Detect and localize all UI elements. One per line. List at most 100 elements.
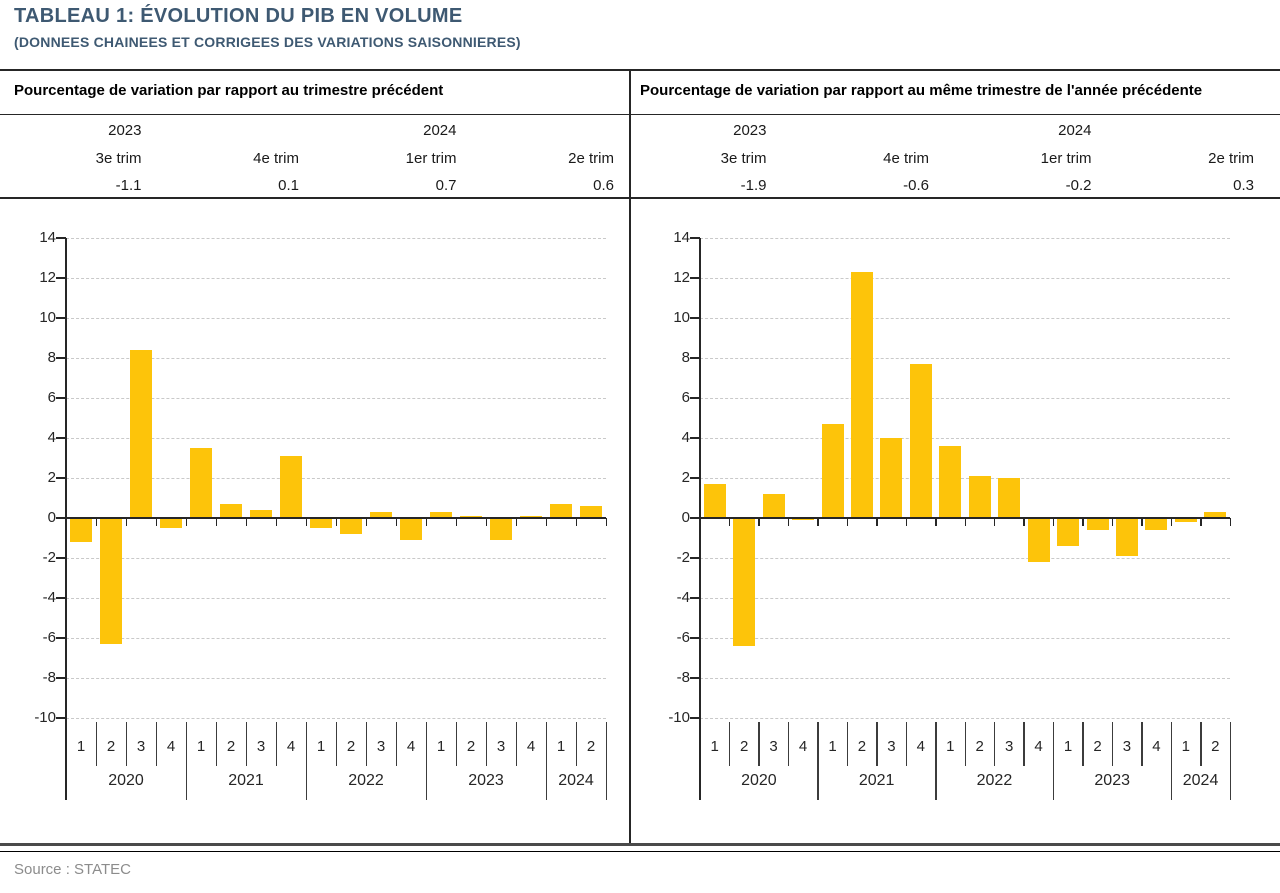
year-separator [425, 722, 427, 800]
y-axis-label: -10 [34, 709, 56, 726]
x-boundary-tick [545, 518, 547, 526]
quarter-label: 4 [1152, 738, 1161, 755]
y-axis-label: 12 [673, 269, 690, 286]
year-label: 2021 [228, 772, 264, 789]
value-cell: 0.3 [1233, 177, 1254, 194]
quarter-label: 1 [1063, 738, 1073, 755]
bar [733, 518, 756, 646]
x-boundary-tick [964, 518, 966, 526]
year-label: 2024 [1182, 772, 1219, 789]
bar [1145, 518, 1168, 530]
x-boundary-tick [758, 518, 760, 526]
y-gridline [700, 278, 1230, 279]
x-boundary-tick [699, 518, 701, 526]
quarter-separator [905, 722, 908, 766]
quarter-separator [125, 722, 127, 766]
quarter-label: 4 [526, 738, 536, 755]
quarter-separator [876, 722, 878, 766]
bottom-rule-thin [0, 851, 1280, 852]
panel-divider-line [629, 69, 631, 845]
y-gridline [700, 478, 1230, 479]
x-boundary-tick [335, 518, 337, 526]
quarter-label: 4 [166, 738, 176, 755]
y-axis-label: -4 [676, 589, 690, 606]
quarter-label: 2 [1093, 738, 1102, 755]
y-gridline [66, 598, 606, 599]
x-boundary-tick [395, 518, 397, 526]
y-axis-label: -10 [668, 709, 690, 726]
y-axis-tick [56, 357, 66, 359]
y-gridline [66, 318, 606, 319]
x-boundary-tick [365, 518, 367, 526]
quarter-cell: 2e trim [568, 150, 614, 167]
quarter-separator [787, 722, 790, 766]
y-axis-label: -6 [42, 629, 56, 646]
quarter-separator [1082, 722, 1084, 766]
x-boundary-tick [1141, 518, 1143, 526]
y-axis-label: -2 [676, 549, 690, 566]
quarter-label: 2 [857, 738, 867, 755]
quarter-label: 3 [376, 738, 386, 755]
bar [310, 518, 332, 528]
x-boundary-tick [155, 518, 157, 526]
y-axis-label: 14 [39, 229, 56, 246]
year-label: 2023 [468, 772, 504, 789]
y-axis-tick [690, 717, 700, 719]
year-cell [158, 118, 316, 144]
y-gridline [66, 478, 606, 479]
y-gridline [700, 358, 1230, 359]
bar [70, 518, 92, 542]
year-label: 2022 [976, 772, 1013, 789]
y-gridline [700, 638, 1230, 639]
x-boundary-tick [1200, 518, 1202, 526]
y-gridline [66, 438, 606, 439]
y-axis-tick [690, 677, 700, 679]
y-gridline [66, 278, 606, 279]
y-axis-label: 4 [47, 429, 56, 446]
source-label: Source : STATEC [14, 861, 131, 878]
quarter-label: 1 [196, 738, 206, 755]
quarter-separator [758, 722, 760, 766]
x-boundary-tick [1229, 518, 1231, 526]
quarter-separator [1111, 722, 1114, 766]
quarter-separator [728, 722, 731, 766]
bar [280, 456, 302, 518]
y-gridline [700, 718, 1230, 719]
x-boundary-tick [787, 518, 790, 526]
y-gridline [700, 398, 1230, 399]
y-axis-label: 12 [39, 269, 56, 286]
quarter-separator [365, 722, 367, 766]
year-separator [1052, 722, 1055, 800]
quarter-separator [1141, 722, 1143, 766]
year-separator [817, 722, 819, 800]
bar [998, 478, 1021, 518]
y-axis-tick [690, 477, 700, 479]
quarter-cell: 3e trim [720, 150, 767, 167]
quarter-separator [1200, 722, 1202, 766]
bar [1057, 518, 1080, 546]
y-axis-tick [56, 717, 66, 719]
bar [190, 448, 212, 518]
y-axis-label: -2 [42, 549, 56, 566]
year-separator [605, 722, 607, 800]
y-axis-label: -4 [42, 589, 56, 606]
y-gridline [700, 438, 1230, 439]
value-cell: -1.9 [740, 177, 767, 194]
y-axis-tick [690, 437, 700, 439]
summary-years-row-yoy: 2023 2024 [630, 118, 1280, 144]
quarter-label: 1 [556, 738, 566, 755]
quarter-label: 1 [436, 738, 446, 755]
page-subtitle: (DONNEES CHAINEES ET CORRIGEES DES VARIA… [14, 34, 521, 50]
quarter-label: 2 [226, 738, 236, 755]
quarter-separator [1023, 722, 1025, 766]
quarter-separator [215, 722, 217, 766]
y-gridline [700, 678, 1230, 679]
bar [370, 512, 392, 518]
y-axis-tick [56, 517, 66, 519]
y-axis-tick [690, 357, 700, 359]
bar [880, 438, 903, 518]
y-axis-tick [690, 277, 700, 279]
y-axis-label: 0 [681, 509, 690, 526]
quarter-label: 1 [946, 738, 955, 755]
y-axis-tick [56, 437, 66, 439]
